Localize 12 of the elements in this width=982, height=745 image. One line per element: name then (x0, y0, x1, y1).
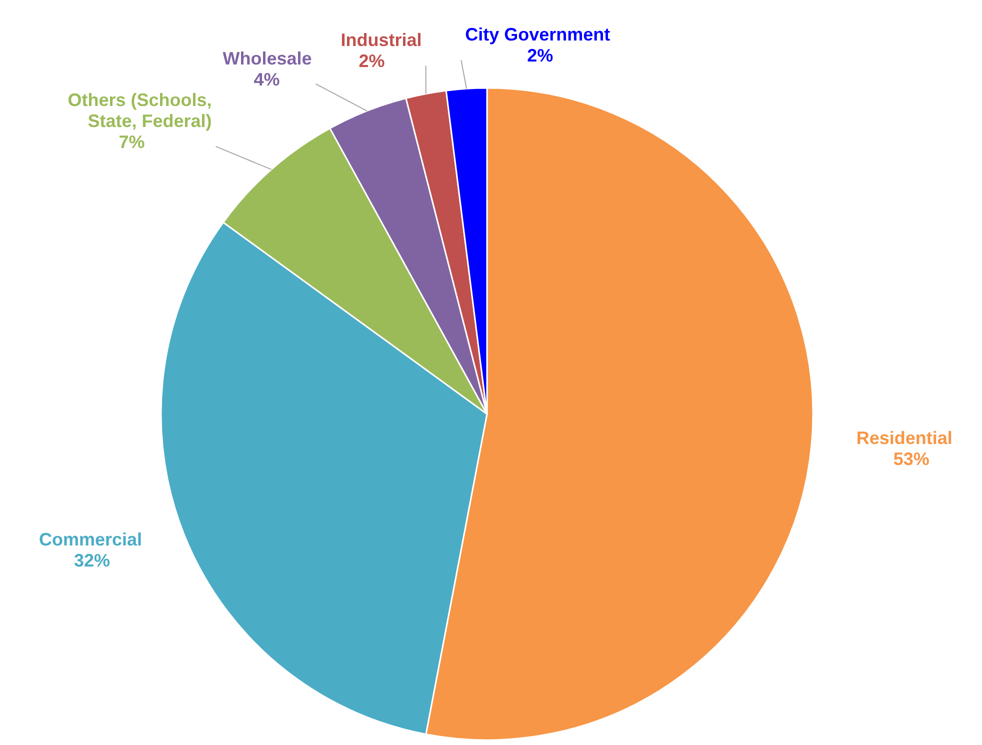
data-label: 2% (358, 51, 385, 72)
data-label: 2% (527, 46, 554, 66)
slice-label: Wholesale (222, 48, 312, 68)
data-label: 7% (118, 132, 145, 152)
slice-label: City Government (465, 24, 610, 45)
slice-label: Others (Schools, State, Federal) (68, 90, 212, 131)
slice-label: Industrial (340, 30, 422, 50)
data-label: 53% (893, 448, 930, 469)
slice-label: Commercial (39, 530, 142, 550)
data-label: 32% (74, 550, 110, 571)
slice-label: Residential (856, 428, 952, 448)
data-label: 4% (254, 69, 280, 90)
